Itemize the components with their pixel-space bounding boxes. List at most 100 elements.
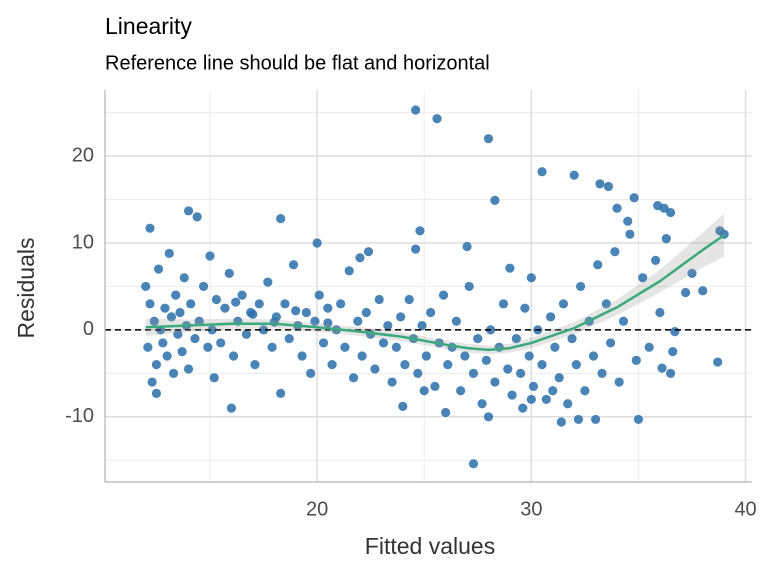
point — [179, 273, 189, 283]
point — [441, 407, 451, 418]
point — [498, 299, 509, 309]
point — [638, 273, 648, 283]
point — [438, 290, 449, 300]
point — [629, 193, 639, 203]
y-tick-label: -10 — [65, 405, 94, 427]
x-tick-label: 20 — [306, 498, 328, 520]
point — [276, 388, 286, 398]
point — [250, 360, 260, 370]
point — [524, 351, 534, 361]
point — [618, 316, 629, 326]
grid — [105, 90, 752, 482]
point — [151, 360, 162, 370]
point — [464, 281, 474, 292]
point — [665, 368, 676, 378]
point — [597, 368, 607, 378]
point — [241, 329, 251, 339]
point — [158, 338, 168, 348]
point — [633, 414, 644, 425]
point — [400, 360, 410, 370]
y-axis-label: Residuals — [13, 238, 39, 339]
point — [432, 114, 442, 124]
point — [141, 281, 151, 292]
point — [644, 342, 654, 352]
point — [143, 342, 153, 352]
point — [601, 299, 611, 309]
point — [151, 388, 162, 398]
point — [162, 351, 172, 361]
point — [503, 364, 513, 374]
point — [490, 195, 500, 205]
point — [361, 307, 371, 318]
point — [177, 347, 187, 357]
point — [391, 342, 401, 352]
point — [248, 309, 258, 319]
point — [606, 338, 616, 348]
point — [610, 247, 620, 257]
point — [650, 255, 661, 265]
point — [468, 368, 479, 378]
point — [537, 360, 547, 370]
point — [348, 373, 359, 383]
point — [668, 347, 678, 357]
point — [576, 281, 586, 292]
point — [147, 377, 157, 387]
point — [541, 394, 551, 405]
point — [462, 241, 472, 252]
point — [237, 290, 247, 300]
point — [520, 303, 530, 313]
point — [468, 459, 479, 469]
point — [659, 203, 669, 213]
point — [417, 320, 427, 331]
point — [623, 216, 633, 226]
point — [481, 355, 491, 365]
point — [284, 333, 294, 344]
point — [595, 179, 605, 189]
point — [276, 214, 286, 224]
point — [353, 316, 363, 326]
point — [231, 297, 241, 307]
point — [567, 333, 577, 344]
point — [175, 307, 185, 318]
point — [415, 226, 425, 236]
point — [183, 206, 194, 216]
point — [505, 263, 515, 273]
point — [556, 417, 566, 427]
x-tick-label: 40 — [734, 498, 756, 520]
point — [383, 320, 393, 331]
point — [310, 316, 320, 326]
point — [149, 316, 159, 326]
point — [205, 251, 215, 261]
point — [387, 377, 397, 387]
point — [612, 203, 622, 213]
point — [490, 377, 500, 387]
point — [580, 386, 590, 396]
x-tick-label: 30 — [520, 498, 542, 520]
point — [419, 386, 429, 396]
point — [220, 303, 230, 313]
point — [451, 316, 461, 326]
point — [318, 338, 329, 348]
point — [421, 351, 431, 361]
point — [336, 299, 346, 309]
point — [355, 253, 365, 263]
point — [404, 294, 414, 305]
point — [297, 351, 307, 361]
point — [665, 207, 676, 218]
point — [443, 360, 453, 370]
point — [211, 294, 222, 305]
point — [166, 312, 177, 322]
x-axis-label: Fitted values — [365, 533, 495, 559]
point — [526, 394, 536, 405]
point — [573, 414, 584, 425]
point — [483, 134, 494, 144]
point — [327, 360, 337, 370]
point — [426, 307, 436, 318]
point — [588, 351, 599, 361]
point — [228, 351, 239, 361]
point — [374, 294, 384, 305]
point — [186, 299, 196, 309]
point — [571, 360, 581, 370]
y-tick-label: 0 — [83, 318, 94, 340]
